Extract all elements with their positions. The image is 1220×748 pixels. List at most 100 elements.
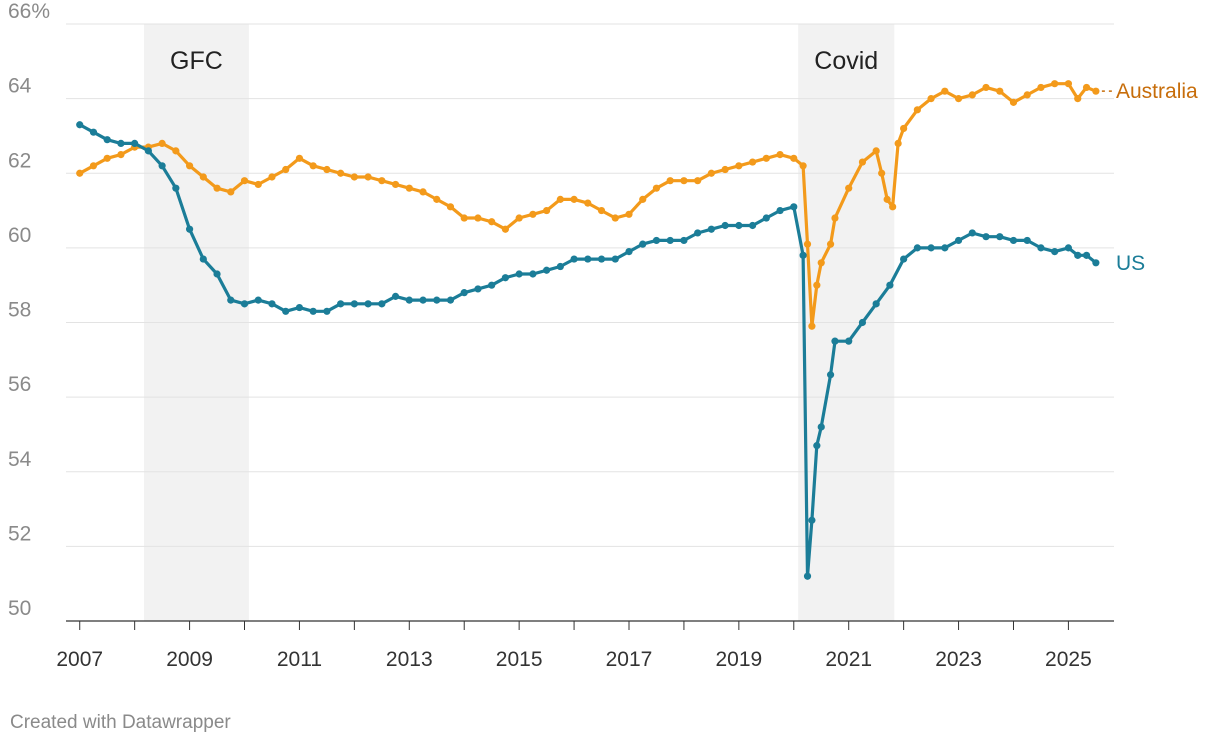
data-point-us [611, 255, 619, 263]
data-point-us [927, 244, 935, 252]
data-point-us [799, 251, 807, 259]
data-point-us [391, 292, 400, 300]
x-tick-label: 2019 [715, 648, 762, 671]
data-point-australia [813, 281, 821, 289]
data-point-us [282, 307, 290, 315]
credit-text[interactable]: Created with Datawrapper [10, 712, 231, 733]
data-point-us [845, 337, 853, 345]
data-point-us [996, 233, 1004, 241]
data-point-australia [337, 169, 345, 177]
data-point-australia [240, 177, 249, 185]
data-point-us [803, 572, 812, 580]
data-point-us [597, 255, 606, 263]
data-point-us [515, 270, 523, 278]
data-point-australia [501, 225, 510, 233]
y-tick-label: 56 [8, 373, 31, 396]
data-point-us [350, 300, 358, 308]
data-point-us [1037, 244, 1045, 252]
x-tick-label: 2007 [56, 648, 103, 671]
data-point-australia [597, 206, 606, 215]
x-tick-label: 2025 [1045, 648, 1092, 671]
data-point-australia [117, 150, 125, 159]
data-point-australia [1082, 83, 1091, 92]
data-point-australia [254, 180, 262, 189]
data-point-australia [1009, 98, 1018, 106]
data-point-us [680, 236, 688, 245]
data-point-australia [996, 87, 1004, 95]
data-point-australia [213, 184, 221, 192]
data-point-us [268, 300, 276, 308]
data-point-australia [391, 180, 400, 189]
x-tick-label: 2015 [496, 648, 543, 671]
data-point-us [790, 203, 798, 211]
data-point-australia [1051, 80, 1059, 88]
data-point-australia [652, 184, 661, 192]
data-point-us [1051, 248, 1059, 256]
data-point-australia [199, 173, 207, 181]
data-point-australia [826, 240, 835, 248]
data-point-us [1074, 251, 1082, 259]
data-point-australia [625, 210, 633, 218]
y-tick-label: 58 [8, 299, 31, 322]
data-point-australia [982, 83, 990, 92]
data-point-us [117, 139, 125, 147]
data-point-australia [799, 162, 807, 170]
data-point-us [433, 296, 441, 304]
data-point-australia [900, 124, 908, 133]
data-point-australia [639, 195, 647, 203]
data-point-us [501, 274, 510, 282]
y-tick-label: 62 [8, 149, 31, 172]
data-point-us [652, 236, 661, 245]
data-point-us [721, 221, 729, 230]
data-point-australia [1037, 83, 1045, 92]
data-point-us [213, 270, 221, 278]
data-point-us [808, 516, 816, 524]
data-point-australia [872, 147, 880, 155]
data-point-australia [433, 195, 441, 203]
data-point-australia [762, 154, 770, 162]
data-point-australia [680, 177, 688, 185]
data-point-us [694, 229, 702, 237]
data-point-australia [446, 203, 455, 211]
data-point-australia [878, 169, 886, 177]
y-tick-label: 64 [8, 75, 32, 98]
data-point-australia [845, 184, 853, 192]
data-point-australia [1092, 87, 1100, 95]
data-point-us [982, 233, 990, 241]
data-point-australia [776, 150, 784, 159]
y-tick-label: 66% [8, 0, 50, 23]
data-point-australia [89, 162, 98, 170]
data-point-us [323, 307, 331, 315]
data-point-australia [1023, 91, 1031, 99]
band-label-gfc: GFC [170, 47, 223, 75]
data-point-us [144, 147, 152, 155]
data-point-us [378, 300, 386, 308]
data-point-australia [803, 240, 812, 248]
data-point-australia [364, 173, 372, 181]
data-point-us [460, 289, 468, 297]
data-point-us [886, 281, 894, 289]
data-point-australia [666, 177, 674, 185]
series-label-us: US [1116, 252, 1145, 275]
series-label-australia: Australia [1116, 80, 1198, 103]
data-point-australia [1074, 95, 1082, 103]
data-point-us [419, 296, 427, 304]
data-point-australia [474, 214, 482, 222]
data-point-us [826, 371, 835, 379]
x-tick-label: 2017 [606, 648, 653, 671]
data-point-australia [515, 214, 523, 222]
data-point-us [900, 255, 908, 263]
x-tick-label: 2023 [935, 648, 982, 671]
data-point-australia [172, 147, 180, 155]
data-point-australia [350, 173, 358, 181]
data-point-australia [227, 188, 235, 196]
data-point-australia [954, 95, 963, 103]
data-point-australia [913, 106, 921, 114]
y-tick-label: 60 [8, 224, 31, 247]
data-point-australia [889, 203, 897, 211]
data-point-australia [817, 259, 825, 267]
data-point-us [707, 225, 715, 233]
data-point-us [199, 255, 207, 263]
data-point-australia [282, 165, 290, 174]
